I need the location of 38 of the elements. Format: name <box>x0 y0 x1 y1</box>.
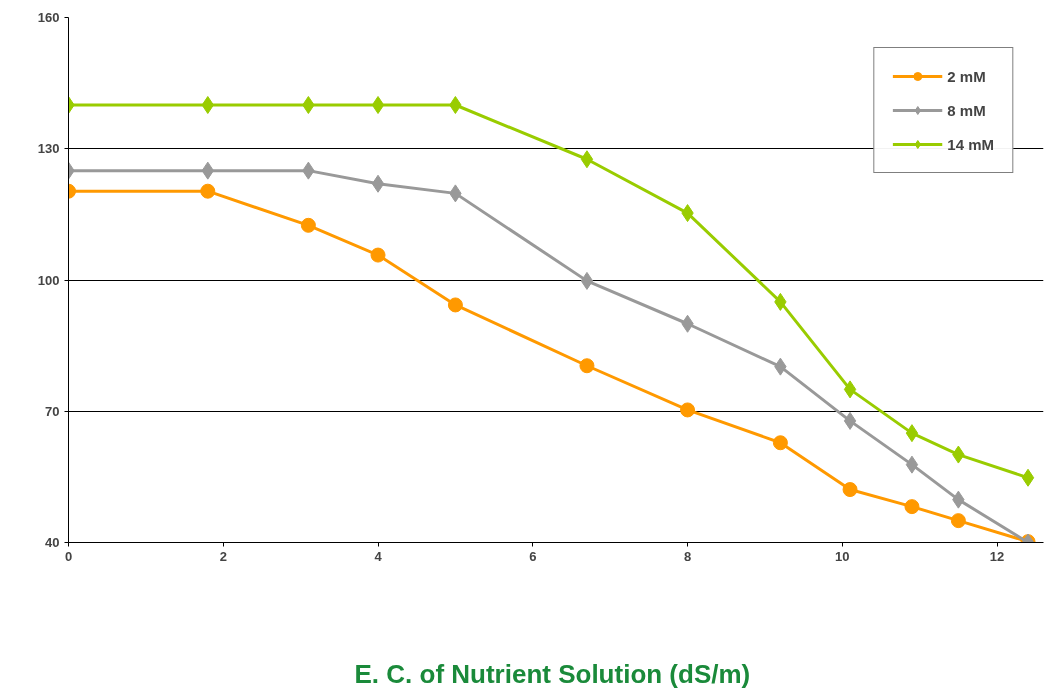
point <box>371 174 385 193</box>
point <box>772 435 788 451</box>
point <box>680 402 696 418</box>
legend-label: 14 mM <box>947 135 994 153</box>
x-tick-label: 2 <box>219 548 227 564</box>
point <box>1021 468 1035 487</box>
y-tick-label: 100 <box>37 272 60 288</box>
y-tick-label: 70 <box>45 403 60 419</box>
y-tick-label: 160 <box>37 10 60 25</box>
point <box>300 217 316 233</box>
point <box>580 271 594 290</box>
x-tick-label: 4 <box>374 548 383 564</box>
point <box>580 150 594 169</box>
point <box>843 380 857 399</box>
point <box>302 96 315 114</box>
point <box>449 96 462 114</box>
point <box>950 513 966 529</box>
x-tick-label: 10 <box>835 548 850 564</box>
point <box>447 297 463 313</box>
point <box>842 482 858 498</box>
x-tick-label: 6 <box>529 548 537 564</box>
y-tick-label: 130 <box>37 141 60 157</box>
x-tick-label: 0 <box>64 548 73 564</box>
point <box>843 411 857 430</box>
point <box>200 183 216 199</box>
y-tick-label: 40 <box>45 535 60 550</box>
x-axis-title: E. C. of Nutrient Solution (dS/m) <box>354 658 751 689</box>
point <box>904 499 920 515</box>
point <box>905 455 919 474</box>
legend-label: 8 mM <box>947 101 986 119</box>
point <box>905 424 919 443</box>
point <box>371 96 385 114</box>
point <box>370 247 386 263</box>
x-tick-label: 12 <box>989 548 1005 564</box>
point <box>201 96 214 114</box>
x-tick-label: 8 <box>683 548 692 564</box>
point <box>579 358 595 374</box>
legend-label: 2 mM <box>947 67 986 85</box>
